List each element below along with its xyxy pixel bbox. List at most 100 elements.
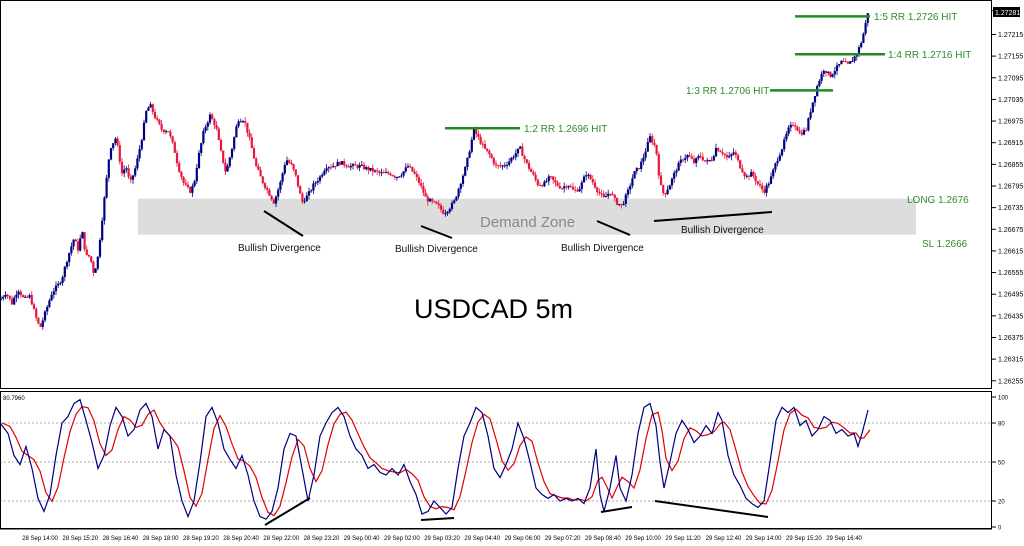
candle-body xyxy=(252,148,256,159)
candle-body xyxy=(514,153,517,158)
candle-body xyxy=(35,308,38,318)
candle-body xyxy=(178,163,181,172)
candle-body xyxy=(301,193,304,202)
candle-body xyxy=(604,196,608,198)
candle-body xyxy=(761,185,764,190)
candle-body xyxy=(787,127,790,134)
candle-body xyxy=(316,181,319,183)
current-price-label: 1.27281 xyxy=(995,10,1020,17)
candle-body xyxy=(820,73,823,81)
price-tick-label: 1.26315 xyxy=(998,357,1023,364)
candle-body xyxy=(413,171,416,174)
oscillator-tick-label: 100 xyxy=(998,396,1009,402)
candle-body xyxy=(679,159,682,163)
candle-body xyxy=(90,256,93,262)
candle-body xyxy=(48,300,51,307)
candle-body xyxy=(321,174,324,177)
candle-body xyxy=(457,188,460,197)
candle-body xyxy=(459,183,462,189)
candle-body xyxy=(222,150,225,163)
candle-body xyxy=(237,121,240,127)
candle-body xyxy=(681,159,685,161)
candle-body xyxy=(162,129,165,132)
candle-body xyxy=(402,171,405,176)
candle-body xyxy=(272,199,275,204)
candle-body xyxy=(318,176,322,182)
candle-body xyxy=(180,171,183,178)
candle-body xyxy=(365,167,368,169)
candle-body xyxy=(809,112,812,119)
candle-body xyxy=(83,232,86,250)
candle-body xyxy=(743,172,746,177)
candle-body xyxy=(98,239,102,257)
price-tick-label: 1.27095 xyxy=(998,75,1023,82)
candle-body xyxy=(673,172,676,179)
candle-body xyxy=(712,156,715,161)
candle-body xyxy=(230,148,234,158)
candle-body xyxy=(659,175,663,186)
candle-body xyxy=(384,172,388,174)
candle-body xyxy=(464,166,467,176)
candle-body xyxy=(123,169,126,174)
candle-body xyxy=(266,187,269,190)
candle-body xyxy=(534,174,537,180)
candle-body xyxy=(710,160,713,162)
candle-body xyxy=(63,266,66,278)
candle-body xyxy=(571,186,575,190)
candle-body xyxy=(655,145,658,155)
candle-body xyxy=(239,121,242,123)
candle-body xyxy=(750,171,753,177)
price-divergence-line-4 xyxy=(653,211,773,222)
time-tick-label: 29 Sep 16:40 xyxy=(826,536,862,542)
candle-body xyxy=(866,13,869,23)
candle-body xyxy=(835,65,839,72)
candle-body xyxy=(765,185,768,193)
candle-body xyxy=(79,238,82,251)
candle-body xyxy=(688,155,691,157)
candle-body xyxy=(417,177,421,184)
candle-body xyxy=(822,70,825,74)
candle-body xyxy=(233,137,236,149)
candle-body xyxy=(472,128,476,140)
price-tick-label: 1.27215 xyxy=(998,32,1023,39)
candle-body xyxy=(189,187,192,193)
oscillator-tick-label: 0 xyxy=(998,526,1002,532)
candle-body xyxy=(349,165,352,168)
candle-body xyxy=(798,130,801,133)
candle-body xyxy=(620,204,623,206)
candle-body xyxy=(862,33,865,43)
demand-zone-label: Demand Zone xyxy=(480,214,575,231)
candle-body xyxy=(160,123,163,130)
candle-body xyxy=(415,173,418,178)
candle-body xyxy=(470,139,473,152)
candle-body xyxy=(824,70,828,73)
candle-body xyxy=(277,189,280,197)
candle-body xyxy=(448,208,451,212)
candle-body xyxy=(446,211,449,214)
candle-body xyxy=(274,196,278,204)
candlestick-series xyxy=(0,13,869,330)
candle-body xyxy=(420,183,423,186)
price-tick-label: 1.26795 xyxy=(998,183,1023,190)
candle-body xyxy=(72,239,75,247)
candle-body xyxy=(593,182,597,188)
candle-body xyxy=(778,155,781,161)
candle-body xyxy=(450,202,454,209)
candle-body xyxy=(215,125,218,129)
candle-body xyxy=(213,119,216,126)
candle-body xyxy=(488,150,491,155)
candle-body xyxy=(158,119,161,124)
candle-body xyxy=(776,160,779,164)
time-tick-label: 29 Sep 03:20 xyxy=(424,536,460,542)
candle-body xyxy=(631,178,634,186)
candle-body xyxy=(400,175,403,177)
candle-body xyxy=(197,152,201,168)
candle-body xyxy=(453,200,456,203)
candle-body xyxy=(807,118,810,131)
price-tick-label: 1.26915 xyxy=(998,140,1023,147)
candle-body xyxy=(642,157,645,162)
candle-body xyxy=(541,185,544,187)
time-tick-label: 28 Sep 16:40 xyxy=(103,536,139,542)
osc-divergence-line-1 xyxy=(264,497,311,526)
candle-body xyxy=(347,166,350,168)
